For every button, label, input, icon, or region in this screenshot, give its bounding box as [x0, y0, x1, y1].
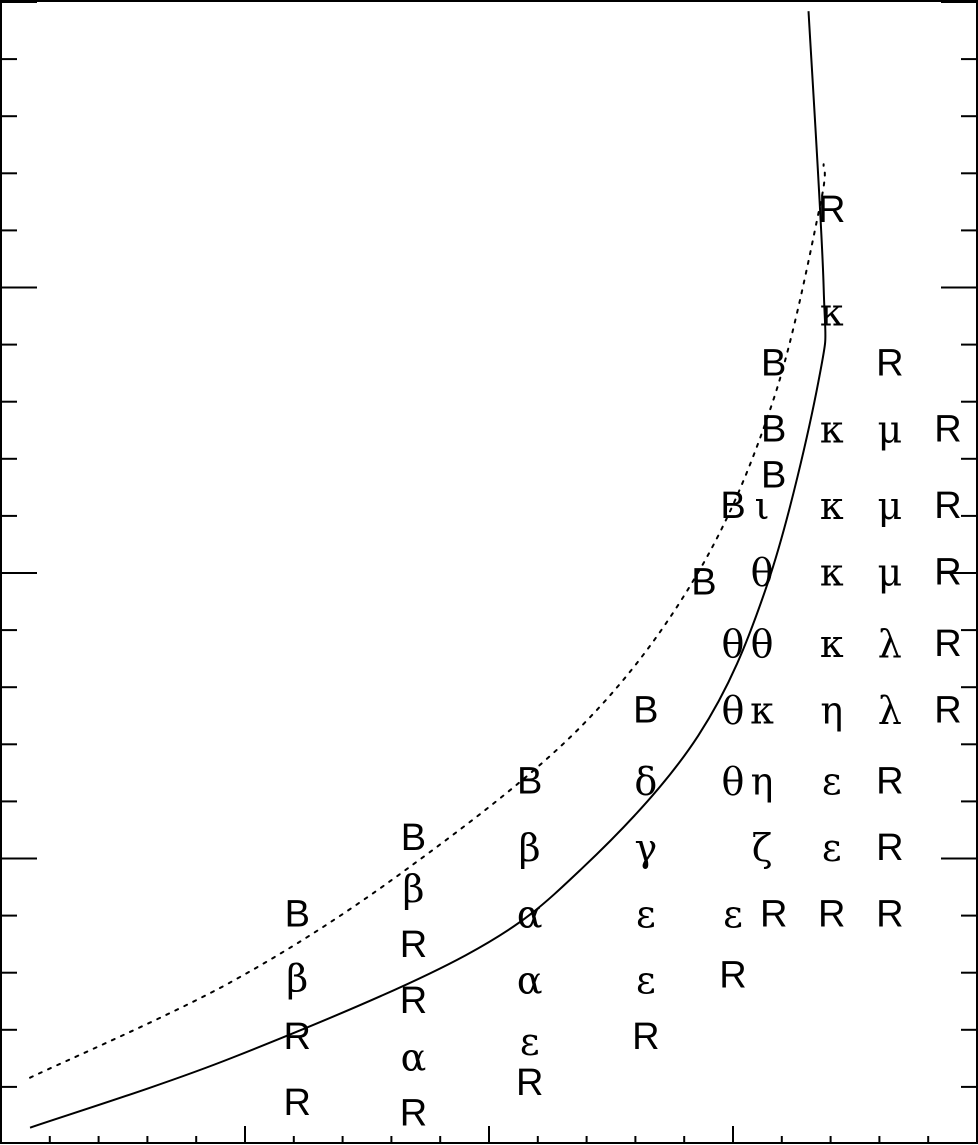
marker-label: μ: [878, 484, 903, 528]
markers: RRβBRαRRβBRεααβBRεεγδBRεθθθBBRζηκθθιBBBR…: [284, 189, 962, 1134]
marker-label: R: [934, 623, 961, 665]
marker-label: κ: [820, 622, 844, 666]
marker-label: θ: [751, 622, 774, 666]
marker-label: R: [516, 1062, 543, 1104]
marker-label: B: [691, 562, 716, 604]
marker-label: κ: [820, 290, 844, 334]
marker-label: R: [632, 1016, 659, 1058]
marker-label: R: [876, 893, 903, 935]
marker-label: R: [818, 189, 845, 231]
marker-label: ε: [822, 760, 842, 804]
marker-label: κ: [820, 484, 844, 528]
marker-label: B: [720, 485, 745, 527]
marker-label: θ: [722, 688, 745, 732]
marker-label: R: [934, 552, 961, 594]
marker-label: ε: [636, 959, 656, 1003]
marker-label: R: [934, 689, 961, 731]
marker-label: R: [284, 1016, 311, 1058]
marker-label: B: [285, 893, 310, 935]
solid-curve: [29, 11, 827, 1129]
marker-label: B: [761, 409, 786, 451]
marker-label: R: [876, 761, 903, 803]
marker-label: R: [760, 893, 787, 935]
marker-label: η: [820, 688, 843, 732]
marker-label: β: [286, 957, 308, 1001]
marker-label: R: [400, 980, 427, 1022]
marker-label: α: [517, 892, 543, 936]
marker-label: β: [519, 826, 541, 870]
marker-label: R: [284, 1082, 311, 1124]
marker-label: R: [876, 342, 903, 384]
marker-label: θ: [722, 760, 745, 804]
marker-label: θ: [722, 622, 745, 666]
marker-label: ε: [520, 1020, 540, 1064]
curves: [29, 11, 827, 1129]
marker-label: ε: [723, 892, 743, 936]
marker-label: θ: [751, 551, 774, 595]
marker-label: R: [719, 955, 746, 997]
dotted-curve: [29, 163, 826, 1079]
marker-label: λ: [878, 622, 902, 666]
marker-label: η: [751, 760, 774, 804]
marker-label: B: [761, 455, 786, 497]
marker-label: κ: [820, 408, 844, 452]
marker-label: R: [934, 485, 961, 527]
marker-label: γ: [634, 826, 657, 870]
marker-label: B: [633, 689, 658, 731]
marker-label: κ: [750, 688, 774, 732]
marker-label: B: [401, 817, 426, 859]
marker-label: κ: [820, 551, 844, 595]
marker-label: R: [876, 827, 903, 869]
marker-label: ε: [822, 826, 842, 870]
marker-label: μ: [878, 408, 903, 452]
marker-label: R: [934, 409, 961, 451]
marker-label: R: [400, 924, 427, 966]
marker-label: R: [818, 893, 845, 935]
marker-label: β: [402, 867, 424, 911]
marker-label: B: [761, 342, 786, 384]
marker-label: μ: [878, 551, 903, 595]
marker-label: α: [401, 1035, 427, 1079]
marker-label: R: [400, 1092, 427, 1134]
marker-label: ι: [755, 484, 770, 528]
marker-label: δ: [634, 760, 657, 804]
marker-label: λ: [878, 688, 902, 732]
marker-label: ζ: [752, 826, 773, 870]
marker-label: α: [517, 959, 543, 1003]
marker-label: B: [517, 761, 542, 803]
marker-label: ε: [636, 892, 656, 936]
